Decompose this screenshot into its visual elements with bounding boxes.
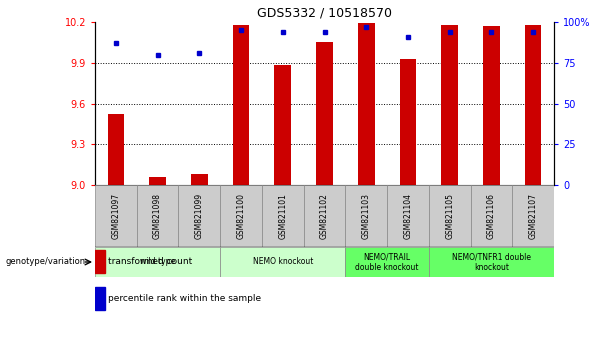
Bar [387, 185, 429, 247]
Text: transformed count: transformed count [108, 257, 192, 266]
Text: NEMO knockout: NEMO knockout [253, 257, 313, 267]
Text: GSM821100: GSM821100 [237, 193, 246, 239]
Text: GSM821103: GSM821103 [362, 193, 370, 239]
Text: GSM821098: GSM821098 [153, 193, 162, 239]
Bar [512, 185, 554, 247]
Text: percentile rank within the sample: percentile rank within the sample [108, 294, 261, 303]
Bar [483, 26, 499, 185]
Bar [220, 247, 345, 277]
Text: GSM821099: GSM821099 [195, 193, 204, 239]
Bar [429, 185, 471, 247]
Text: GSM821102: GSM821102 [320, 193, 329, 239]
Text: GSM821101: GSM821101 [278, 193, 287, 239]
Text: GSM821106: GSM821106 [487, 193, 496, 239]
Bar [429, 247, 554, 277]
Bar [316, 42, 333, 185]
Bar [95, 250, 105, 273]
Bar [95, 185, 137, 247]
Bar [108, 114, 124, 185]
Bar [149, 177, 166, 185]
Text: GSM821105: GSM821105 [445, 193, 454, 239]
Bar [262, 185, 304, 247]
Bar [471, 185, 512, 247]
Text: genotype/variation: genotype/variation [6, 257, 86, 267]
Text: GSM821104: GSM821104 [403, 193, 412, 239]
Bar [95, 247, 220, 277]
Bar [178, 185, 220, 247]
Bar [220, 185, 262, 247]
Bar [95, 287, 105, 310]
Bar [358, 23, 375, 185]
Text: NEMO/TRAIL
double knockout: NEMO/TRAIL double knockout [355, 252, 419, 272]
Bar [304, 185, 345, 247]
Bar [399, 59, 416, 185]
Title: GDS5332 / 10518570: GDS5332 / 10518570 [257, 6, 392, 19]
Text: GSM821107: GSM821107 [529, 193, 538, 239]
Bar [525, 25, 541, 185]
Text: GSM821097: GSM821097 [111, 193, 120, 239]
Bar [191, 174, 208, 185]
Bar [345, 185, 387, 247]
Text: NEMO/TNFR1 double
knockout: NEMO/TNFR1 double knockout [452, 252, 531, 272]
Bar [345, 247, 429, 277]
Bar [233, 25, 249, 185]
Text: wild type: wild type [140, 257, 175, 267]
Bar [274, 65, 291, 185]
Bar [137, 185, 178, 247]
Bar [441, 25, 458, 185]
